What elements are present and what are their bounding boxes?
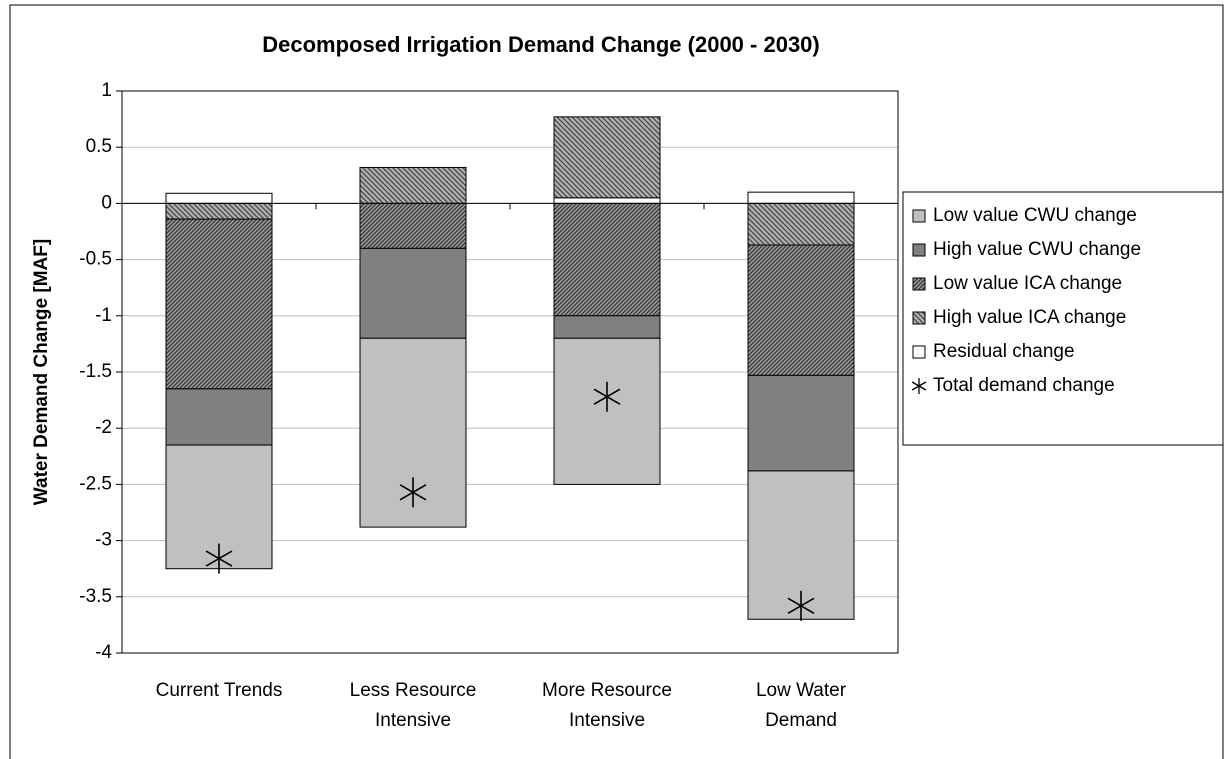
bar-segment bbox=[165, 388, 273, 446]
marker-stroke bbox=[399, 484, 427, 501]
bar-segment bbox=[747, 244, 855, 376]
y-tick-label: -2 bbox=[95, 417, 112, 438]
bar-segment bbox=[553, 202, 661, 317]
y-tick-label: -1 bbox=[95, 305, 112, 326]
legend-label: Low value ICA change bbox=[933, 273, 1122, 294]
bar-segment bbox=[747, 374, 855, 472]
bar-segment bbox=[165, 192, 273, 204]
y-axis-label: Water Demand Change [MAF] bbox=[31, 239, 52, 505]
bar-segment bbox=[359, 166, 467, 204]
total-marker bbox=[787, 590, 815, 621]
bar-segment bbox=[553, 197, 661, 204]
y-tick-label: 0.5 bbox=[86, 136, 112, 157]
y-tick-label: 0 bbox=[101, 192, 112, 213]
legend-swatch bbox=[912, 345, 926, 359]
x-tick-label: Low Water Demand bbox=[755, 680, 847, 731]
total-marker bbox=[399, 477, 427, 508]
legend-box bbox=[902, 191, 1224, 446]
legend-label: Residual change bbox=[933, 341, 1075, 362]
bar-segment bbox=[747, 191, 855, 204]
legend-swatch bbox=[912, 277, 926, 291]
bar-segment bbox=[359, 247, 467, 339]
bar-segment bbox=[165, 202, 273, 220]
chart-title: Decomposed Irrigation Demand Change (200… bbox=[262, 32, 820, 57]
total-marker bbox=[593, 381, 621, 412]
legend-label: High value ICA change bbox=[933, 307, 1126, 328]
x-tick-label: More Resource Intensive bbox=[542, 680, 672, 731]
bar-segment bbox=[553, 116, 661, 199]
total-marker bbox=[205, 543, 233, 574]
legend-swatch bbox=[912, 311, 926, 325]
x-tick-label: Current Trends bbox=[155, 680, 283, 701]
marker-stroke bbox=[593, 388, 621, 405]
y-tick-label: 1 bbox=[101, 80, 112, 101]
legend-swatch bbox=[912, 209, 926, 223]
legend-marker bbox=[911, 381, 927, 391]
marker-stroke bbox=[205, 550, 233, 567]
legend-label: High value CWU change bbox=[933, 239, 1141, 260]
bar-segment bbox=[165, 218, 273, 390]
legend-label: Low value CWU change bbox=[933, 205, 1137, 226]
y-tick-label: -1.5 bbox=[79, 361, 112, 382]
x-tick-label: Less Resource Intensive bbox=[349, 680, 477, 731]
y-tick-label: -0.5 bbox=[79, 249, 112, 270]
y-tick-label: -2.5 bbox=[79, 473, 112, 494]
plot-border bbox=[121, 90, 899, 654]
bar-segment bbox=[747, 202, 855, 246]
bar-segment bbox=[553, 315, 661, 339]
legend-swatch bbox=[912, 243, 926, 257]
legend-label: Total demand change bbox=[933, 375, 1115, 396]
marker-stroke bbox=[787, 597, 815, 614]
y-tick-label: -4 bbox=[95, 642, 112, 663]
bar-segment bbox=[359, 202, 467, 249]
y-tick-label: -3.5 bbox=[79, 586, 112, 607]
y-tick-label: -3 bbox=[95, 530, 112, 551]
